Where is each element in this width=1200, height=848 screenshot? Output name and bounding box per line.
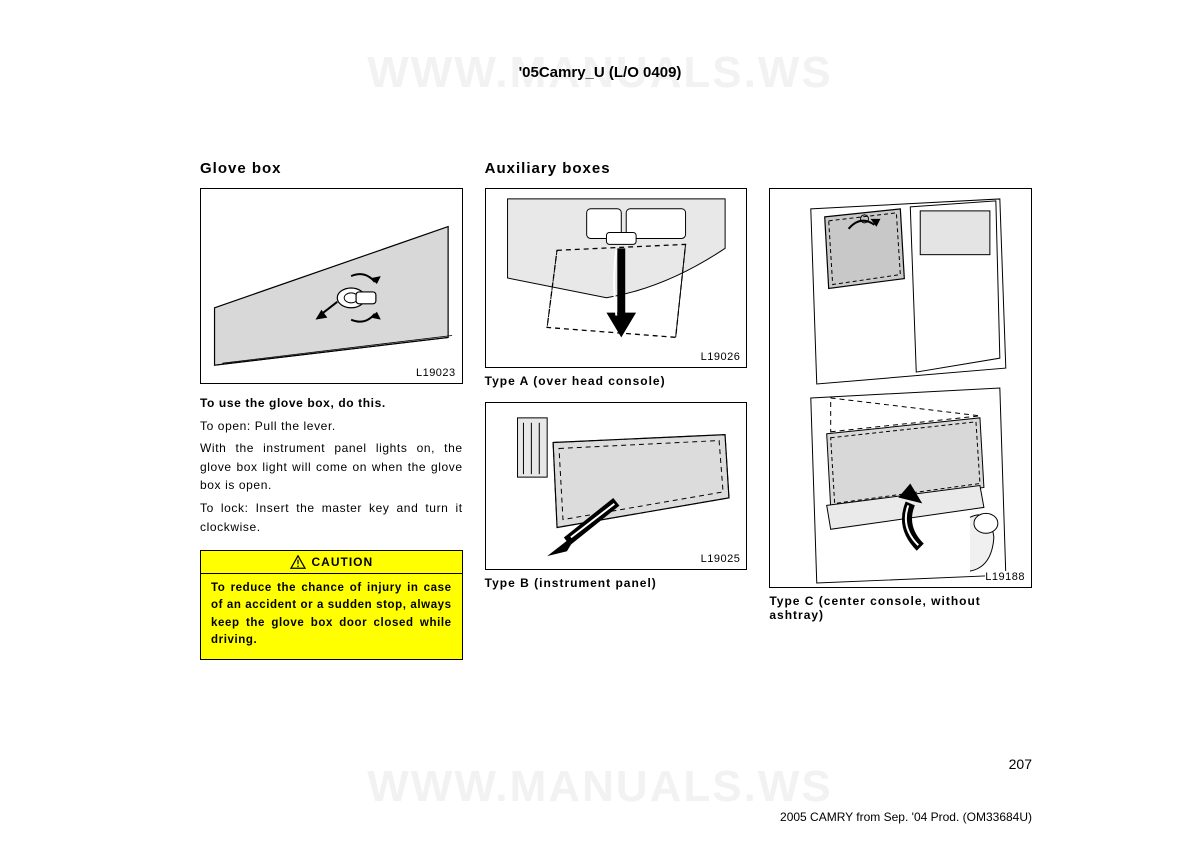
caution-icon [290,555,306,569]
type-c-caption: Type C (center console, without ashtray) [769,594,1032,622]
type-a-caption: Type A (over head console) [485,374,748,388]
footer-text: 2005 CAMRY from Sep. '04 Prod. (OM33684U… [780,810,1032,824]
glove-box-illustration [201,189,462,383]
column-glove-box: Glove box L19023 To use the glove box, [200,160,463,660]
figure-type-a: L19026 [485,188,748,368]
auxiliary-title: Auxiliary boxes [485,160,748,178]
page-number: 207 [1009,756,1032,772]
type-a-illustration [486,189,747,367]
glove-box-light-text: With the instrument panel lights on, the… [200,439,463,495]
caution-label: CAUTION [312,555,374,569]
column-type-c: L19188 Type C (center console, without a… [769,160,1032,660]
type-b-caption: Type B (instrument panel) [485,576,748,590]
glove-box-open-text: To open: Pull the lever. [200,417,463,436]
watermark-bottom: WWW.MANUALS.WS [367,762,832,812]
figure-glove-box: L19023 [200,188,463,384]
caution-box: CAUTION To reduce the chance of injury i… [200,550,463,660]
type-b-illustration [486,403,747,569]
glove-box-lock-text: To lock: Insert the master key and turn … [200,499,463,536]
figure-id: L19025 [701,553,741,565]
figure-id: L19188 [985,571,1025,583]
document-header: '05Camry_U (L/O 0409) [519,64,682,81]
glove-box-instruction-heading: To use the glove box, do this. [200,394,463,413]
figure-type-c: L19188 [769,188,1032,588]
figure-id: L19026 [701,351,741,363]
spacer-title [769,160,1032,178]
caution-text: To reduce the chance of injury in case o… [201,574,462,659]
figure-id: L19023 [416,367,456,379]
column-auxiliary: Auxiliary boxes L19026 Type A (over head… [485,160,748,660]
figure-type-b: L19025 [485,402,748,570]
glove-box-title: Glove box [200,160,463,178]
caution-header: CAUTION [201,551,462,574]
type-c-illustration [770,189,1031,587]
page-content: Glove box L19023 To use the glove box, [200,160,1032,660]
